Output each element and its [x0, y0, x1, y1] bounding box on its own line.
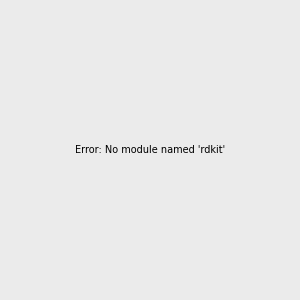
Text: Error: No module named 'rdkit': Error: No module named 'rdkit': [75, 145, 225, 155]
